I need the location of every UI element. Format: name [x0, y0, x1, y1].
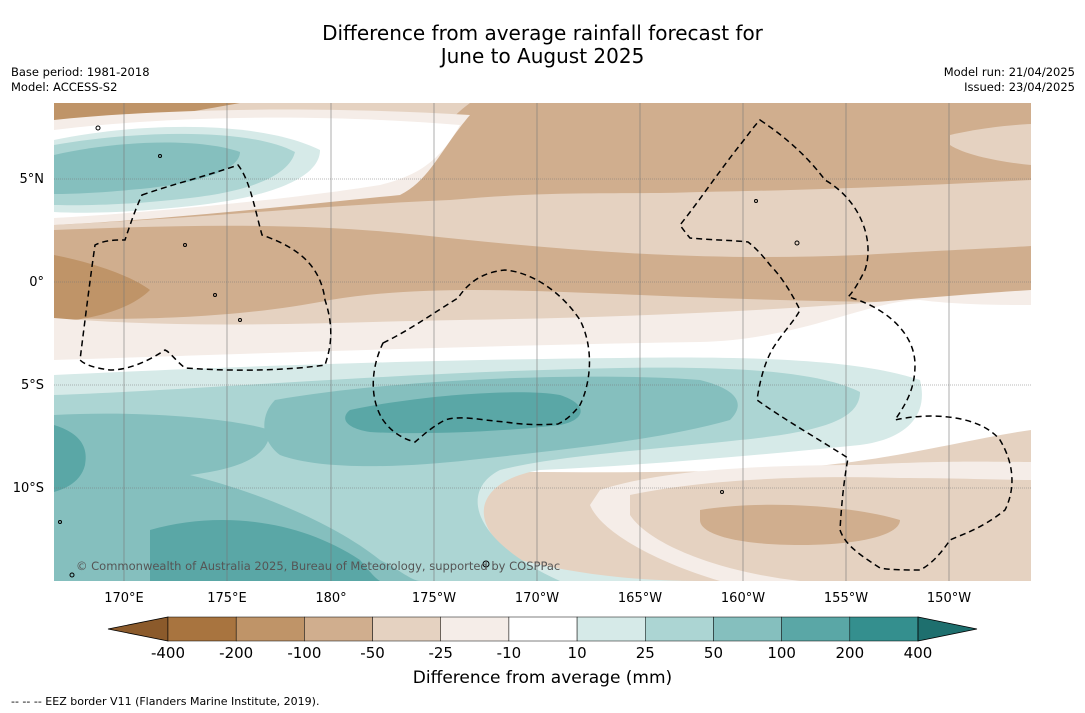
lon-label: 175°W — [412, 591, 456, 606]
island — [69, 572, 75, 578]
issued-text: Issued: 23/04/2025 — [964, 80, 1075, 94]
colorbar-cell — [372, 616, 441, 642]
meta-right: Model run: 21/04/2025 Issued: 23/04/2025 — [944, 65, 1075, 95]
lon-label: 180° — [315, 591, 346, 606]
graticule-lat — [54, 178, 1031, 489]
colorbar-tick-label: -400 — [151, 644, 185, 662]
colorbar-tick-label: -100 — [287, 644, 321, 662]
colorbar-tick-label: -25 — [428, 644, 453, 662]
copyright-text: © Commonwealth of Australia 2025, Bureau… — [76, 559, 560, 573]
lon-label: 160°W — [721, 591, 765, 606]
eez-borders — [79, 119, 1013, 571]
field-dry-patch-ne — [950, 124, 1031, 165]
colorbar-cell — [781, 616, 851, 642]
field-dry-band-equator — [54, 225, 1031, 319]
lon-label: 155°W — [824, 591, 868, 606]
eez-border-tuvalu — [79, 164, 332, 371]
lon-label: 150°W — [927, 591, 971, 606]
lon-label: 165°W — [618, 591, 662, 606]
colorbar-tick-label: -50 — [360, 644, 385, 662]
islands — [58, 125, 800, 578]
colorbar-tick-labels: -400 -200 -100 -50 -25 -10 10 25 50 100 200 400 — [151, 644, 932, 662]
field-wet-core-west — [54, 425, 86, 492]
colorbar-tick-label: 200 — [835, 644, 864, 662]
field-wet-core-south — [345, 392, 581, 434]
colorbar-cell — [508, 616, 578, 642]
island — [482, 560, 490, 568]
map-field: © Commonwealth of Australia 2025, Bureau… — [54, 103, 1031, 581]
colorbar-tick-label: -200 — [219, 644, 253, 662]
colorbar-cell — [576, 616, 646, 642]
map-title-line1: Difference from average rainfall forecas… — [322, 21, 763, 45]
colorbar-extend-low — [107, 616, 169, 642]
colorbar — [107, 616, 978, 642]
lon-label: 175°E — [207, 591, 247, 606]
colorbar-tick-label: -10 — [497, 644, 522, 662]
colorbar-cell — [167, 616, 237, 642]
colorbar-cell — [440, 616, 510, 642]
colorbar-cell — [849, 616, 919, 642]
lat-label: 0° — [29, 275, 44, 290]
colorbar-tick-label: 10 — [568, 644, 587, 662]
island — [238, 318, 242, 322]
model-text: Model: ACCESS-S2 — [11, 80, 118, 94]
meta-left: Base period: 1981-2018 Model: ACCESS-S2 — [11, 65, 150, 95]
lon-label: 170°W — [515, 591, 559, 606]
colorbar-cell — [713, 616, 782, 642]
island — [158, 154, 162, 158]
colorbar-tick-label: 100 — [767, 644, 796, 662]
lon-label: 170°E — [104, 591, 144, 606]
colorbar-tick-label: 25 — [636, 644, 655, 662]
colorbar-cell — [235, 616, 305, 642]
island — [754, 199, 758, 203]
field-dry-core-west — [54, 255, 150, 322]
eez-border-cook-islands — [679, 119, 1013, 571]
island — [720, 490, 724, 494]
island — [183, 243, 187, 247]
map-title-line2: June to August 2025 — [440, 44, 645, 68]
base-period-text: Base period: 1981-2018 — [11, 65, 150, 79]
lon-tick-labels: 170°E 175°E 180° 175°W 170°W 165°W 160°W… — [104, 591, 971, 606]
island — [213, 293, 217, 297]
lat-label: 5°N — [20, 172, 45, 187]
eez-footnote: -- -- -- EEZ border V11 (Flanders Marine… — [11, 695, 320, 708]
colorbar-title: Difference from average (mm) — [412, 668, 673, 688]
field-wet-core-sw — [150, 520, 380, 581]
field-wet-nw-3 — [54, 142, 240, 194]
eez-border-tokelau-samoa — [372, 269, 591, 443]
colorbar-cell — [304, 616, 373, 642]
colorbar-extend-high — [917, 616, 978, 642]
lat-tick-labels: 5°N 0° 5°S 10°S — [13, 172, 44, 496]
island — [794, 240, 800, 246]
lat-label: 5°S — [21, 378, 44, 393]
model-run-text: Model run: 21/04/2025 — [943, 65, 1075, 79]
field-dry-se-core — [700, 504, 900, 545]
island — [58, 520, 62, 524]
island — [95, 125, 101, 131]
colorbar-cell — [645, 616, 714, 642]
colorbar-tick-label: 400 — [904, 644, 933, 662]
lat-label: 10°S — [13, 481, 44, 496]
colorbar-tick-label: 50 — [704, 644, 723, 662]
field-wet-south-3a — [54, 413, 420, 581]
